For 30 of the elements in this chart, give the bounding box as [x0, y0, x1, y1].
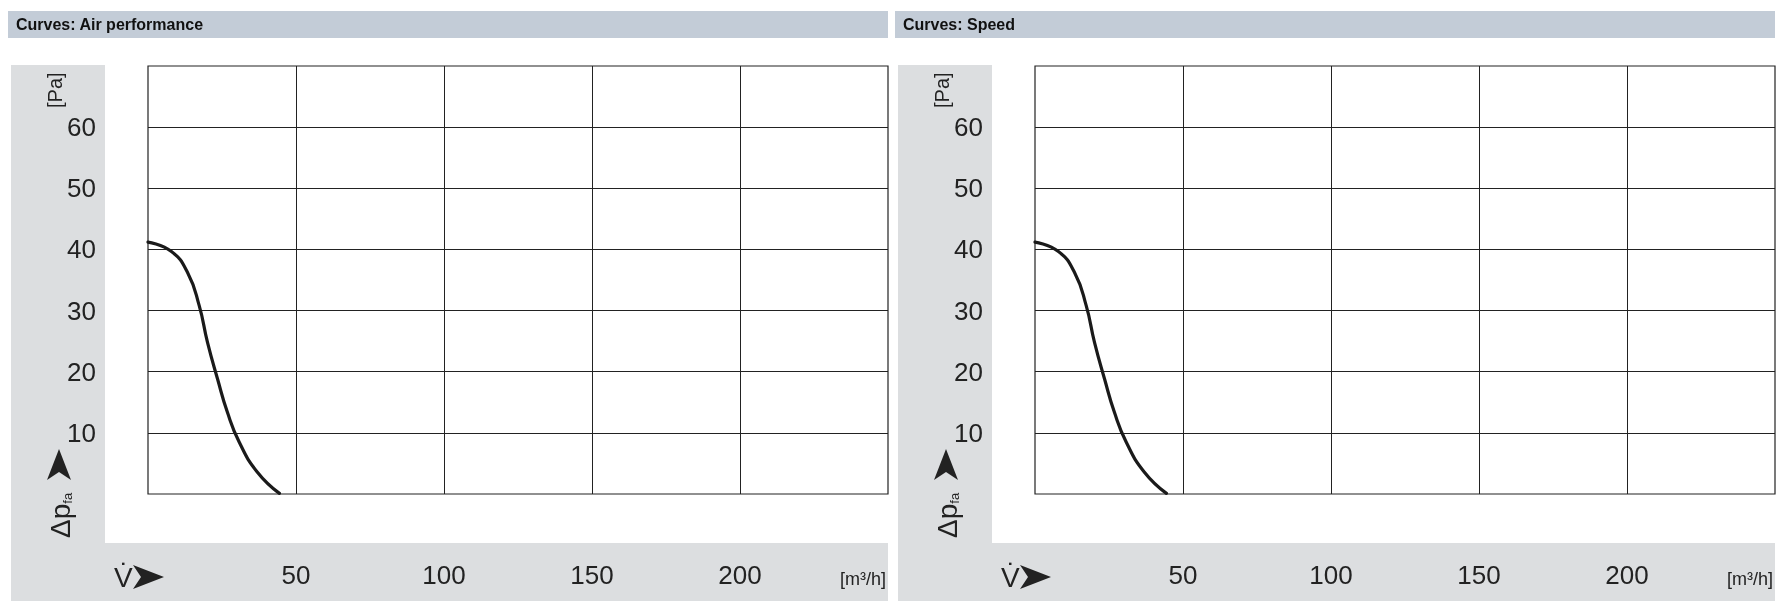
x-tick-label: 100: [422, 560, 466, 590]
x-axis-title: V̇: [1001, 561, 1020, 593]
y-tick-label: 20: [67, 356, 96, 387]
text: [Pa]: [44, 72, 66, 108]
y-tick-label: 50: [67, 173, 96, 204]
y-tick-label: 50: [954, 173, 983, 204]
chart-title: Curves: Air performance: [16, 15, 204, 33]
x-tick-label: 200: [718, 560, 762, 590]
x-axis-title: V̇: [114, 561, 133, 593]
y-tick-label: 10: [67, 417, 96, 448]
y-tick-label: 40: [67, 234, 96, 265]
y-tick-label: 60: [954, 112, 983, 143]
y-tick-label: 10: [954, 417, 983, 448]
x-tick-label: 200: [1605, 560, 1649, 590]
text: [m³/h]: [839, 569, 886, 589]
x-tick-label: 150: [570, 560, 614, 590]
y-axis-title: Δpfa: [44, 492, 76, 538]
x-tick-label: 100: [1309, 560, 1353, 590]
y-tick-label: 30: [954, 295, 983, 326]
y-tick-label: 40: [954, 234, 983, 265]
y-tick-label: 30: [67, 295, 96, 326]
chart-title: Curves: Speed: [903, 15, 1016, 33]
x-tick-label: 50: [281, 560, 311, 590]
x-tick-label: 150: [1457, 560, 1501, 590]
text: [m³/h]: [1726, 569, 1773, 589]
x-tick-label: 50: [1168, 560, 1198, 590]
y-tick-label: 60: [67, 112, 96, 143]
text: [Pa]: [931, 72, 953, 108]
y-axis-title: Δpfa: [931, 492, 963, 538]
y-tick-label: 20: [954, 356, 983, 387]
